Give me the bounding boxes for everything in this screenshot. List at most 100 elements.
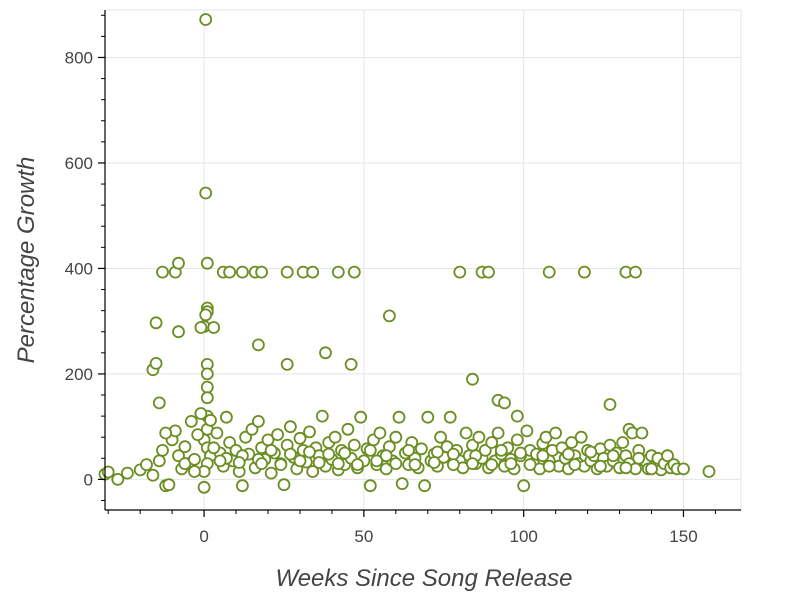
data-point [370, 454, 384, 468]
y-axis-label: Percentage Growth [13, 157, 40, 364]
data-point [149, 316, 163, 330]
data-point [121, 466, 134, 480]
data-point [542, 459, 556, 473]
data-point [312, 456, 326, 469]
data-point [200, 256, 214, 270]
data-point [632, 451, 646, 465]
y-tick-label: 200 [65, 365, 93, 384]
data-point [200, 367, 214, 381]
data-point [510, 433, 524, 447]
data-point [101, 465, 115, 479]
data-point [408, 458, 422, 472]
data-point [199, 13, 213, 26]
data-point [645, 462, 658, 476]
data-point [482, 265, 495, 279]
axes [98, 10, 741, 517]
x-axis-label: Weeks Since Song Release [275, 565, 572, 592]
data-point [219, 410, 233, 424]
data-point [395, 477, 409, 491]
data-point [149, 356, 163, 370]
tick-labels: 0 200 400 600 800 0 50 100 150 [65, 48, 698, 546]
data-point [661, 449, 674, 463]
data-point [574, 430, 588, 444]
x-tick-label: 0 [199, 527, 208, 546]
data-point [498, 396, 511, 410]
data-point [156, 265, 169, 279]
data-point [341, 422, 355, 436]
data-point [251, 414, 265, 428]
data-point [188, 452, 201, 466]
data-point [459, 426, 473, 440]
data-point [199, 308, 213, 322]
data-point [283, 447, 297, 461]
data-point [172, 256, 185, 270]
data-point [306, 465, 320, 478]
data-point [255, 265, 269, 279]
data-point [271, 428, 285, 442]
data-point [303, 445, 316, 459]
data-point [351, 458, 364, 472]
data-point [277, 478, 291, 492]
data-point [255, 457, 269, 471]
data-point [491, 426, 505, 440]
data-point [379, 449, 393, 463]
x-tick-label: 100 [509, 527, 537, 546]
data-point [520, 424, 534, 438]
data-point [443, 410, 457, 424]
data-point [207, 441, 221, 455]
data-point [603, 398, 617, 411]
data-point [402, 443, 416, 457]
data-point [338, 446, 352, 460]
data-point [162, 478, 176, 492]
data-point [504, 457, 518, 471]
y-tick-label: 600 [65, 154, 93, 173]
data-point [280, 357, 294, 371]
data-point [152, 396, 166, 410]
data-point [427, 456, 441, 469]
data-point [194, 407, 208, 420]
data-point [293, 454, 307, 468]
data-point [594, 459, 607, 473]
data-point [156, 443, 169, 457]
data-point [347, 265, 361, 279]
data-point [453, 265, 467, 279]
data-point [264, 466, 278, 480]
data-point [172, 325, 185, 339]
data-point [223, 265, 237, 279]
data-point [510, 409, 524, 423]
data-point [328, 430, 342, 444]
data-point [235, 479, 249, 493]
data-point [210, 426, 224, 440]
y-tick-label: 400 [65, 259, 93, 278]
data-point [542, 265, 556, 279]
x-tick-label: 150 [669, 527, 697, 546]
data-point [382, 309, 396, 323]
data-point [322, 447, 336, 461]
data-point [702, 465, 716, 478]
data-point [619, 461, 633, 475]
data-point [363, 479, 377, 493]
data-point [331, 457, 345, 471]
data-point [565, 436, 578, 449]
data-point [430, 445, 444, 459]
data-point [392, 410, 406, 424]
data-point [197, 480, 211, 494]
data-point [549, 426, 562, 440]
data-point [264, 443, 278, 457]
data-point [194, 321, 208, 334]
data-point [344, 357, 358, 371]
data-point [315, 409, 329, 423]
data-point [389, 457, 403, 471]
data-point [517, 479, 531, 493]
data-point [485, 458, 499, 472]
data-point [466, 457, 479, 471]
data-point [200, 380, 214, 394]
data-point [584, 445, 598, 459]
data-point [606, 449, 620, 463]
data-point [494, 443, 508, 457]
data-point [146, 468, 160, 482]
data-point [235, 265, 249, 279]
data-point [159, 426, 173, 440]
data-point [140, 458, 153, 472]
data-point [414, 442, 428, 456]
